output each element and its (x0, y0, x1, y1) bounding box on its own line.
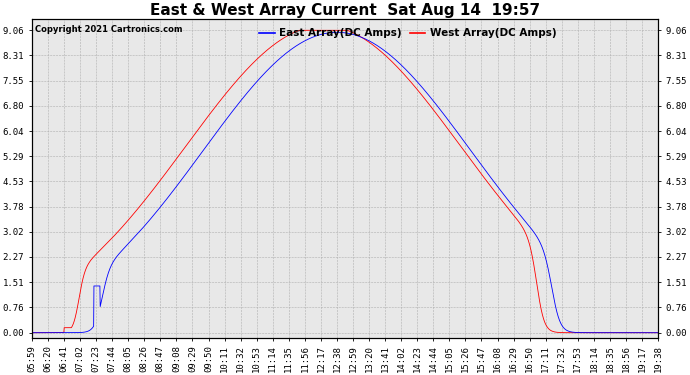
Legend: East Array(DC Amps), West Array(DC Amps): East Array(DC Amps), West Array(DC Amps) (255, 24, 560, 42)
Title: East & West Array Current  Sat Aug 14  19:57: East & West Array Current Sat Aug 14 19:… (150, 3, 540, 18)
Text: Copyright 2021 Cartronics.com: Copyright 2021 Cartronics.com (35, 26, 183, 34)
